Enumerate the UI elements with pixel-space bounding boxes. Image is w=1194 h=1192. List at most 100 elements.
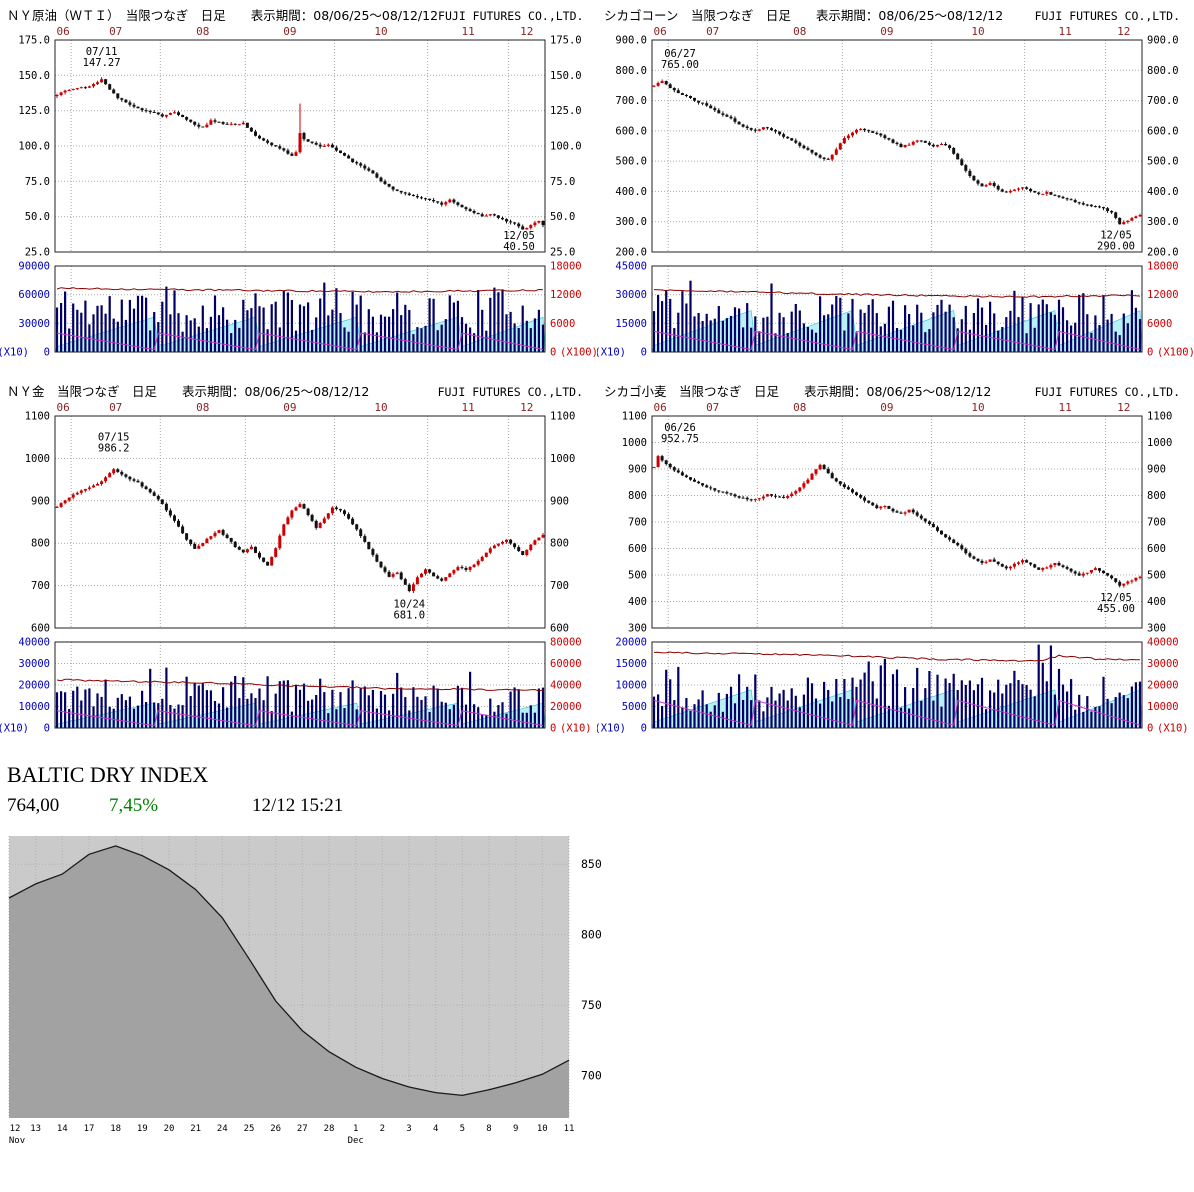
company-credit: FUJI FUTURES CO.,LTD. xyxy=(438,9,584,23)
svg-text:800: 800 xyxy=(550,538,569,550)
svg-text:952.75: 952.75 xyxy=(661,433,699,445)
svg-text:600: 600 xyxy=(1147,543,1166,555)
chart-panel-chicago-corn: シカゴコーン 当限つなぎ 日足 表示期間：08/06/25～08/12/12 F… xyxy=(597,0,1194,376)
baltic-section: BALTIC DRY INDEX 764,00 7,45% 12/12 15:21 … xyxy=(7,762,1194,1160)
candlestick-chart: 300 300 400 400 500 500 600 600 700 700 800 800 900 9… xyxy=(622,401,1173,635)
svg-text:30000: 30000 xyxy=(18,658,50,670)
svg-text:1100: 1100 xyxy=(550,411,575,423)
svg-text:(X10): (X10) xyxy=(560,723,592,735)
svg-text:12/05: 12/05 xyxy=(1100,592,1132,604)
svg-text:19: 19 xyxy=(137,1124,148,1134)
svg-text:900.0: 900.0 xyxy=(615,35,647,47)
svg-text:40.50: 40.50 xyxy=(503,241,535,253)
chart-title: シカゴ小麦 当限つなぎ 日足 表示期間：08/06/25～08/12/12 xyxy=(604,384,992,399)
svg-text:765.00: 765.00 xyxy=(661,59,699,71)
svg-text:08: 08 xyxy=(196,25,209,38)
svg-text:2: 2 xyxy=(380,1124,385,1134)
chart-title: シカゴコーン 当限つなぎ 日足 表示期間：08/06/25～08/12/12 xyxy=(604,8,1004,23)
svg-text:18000: 18000 xyxy=(550,261,582,273)
svg-text:500: 500 xyxy=(1147,570,1166,582)
chart-title: ＮＹ金 当限つなぎ 日足 表示期間：08/06/25～08/12/12 xyxy=(7,384,370,399)
svg-text:147.27: 147.27 xyxy=(83,57,121,69)
svg-text:8: 8 xyxy=(486,1124,491,1134)
svg-text:10000: 10000 xyxy=(18,701,50,713)
volume-chart: 45000 18000 30000 12000 15000 6000 0 0 (X10) (X10… xyxy=(597,261,1194,359)
svg-text:0: 0 xyxy=(641,347,647,359)
svg-text:900: 900 xyxy=(31,495,50,507)
svg-text:20000: 20000 xyxy=(1147,680,1179,692)
svg-text:10: 10 xyxy=(374,25,387,38)
company-credit: FUJI FUTURES CO.,LTD. xyxy=(1034,9,1180,23)
svg-text:40000: 40000 xyxy=(18,637,50,649)
svg-text:27: 27 xyxy=(297,1124,308,1134)
candlestick-chart: 25.0 25.0 50.0 50.0 75.0 75.0 100.0 100.0 125.0 1… xyxy=(18,25,582,259)
svg-text:1000: 1000 xyxy=(1147,437,1172,449)
svg-text:12000: 12000 xyxy=(550,289,582,301)
panel-header: シカゴコーン 当限つなぎ 日足 表示期間：08/06/25～08/12/12 F… xyxy=(597,0,1194,24)
svg-text:(X10): (X10) xyxy=(1157,723,1189,735)
svg-text:75.0: 75.0 xyxy=(25,176,50,188)
svg-text:Nov: Nov xyxy=(9,1136,25,1146)
svg-text:08: 08 xyxy=(793,25,806,38)
svg-text:0: 0 xyxy=(1147,723,1153,735)
svg-text:60000: 60000 xyxy=(18,289,50,301)
svg-text:(X10): (X10) xyxy=(0,347,29,359)
svg-text:18000: 18000 xyxy=(1147,261,1179,273)
svg-text:500: 500 xyxy=(628,570,647,582)
svg-text:100.0: 100.0 xyxy=(18,141,50,153)
chart-title: ＮＹ原油（ＷＴＩ） 当限つなぎ 日足 表示期間：08/06/25～08/12/1… xyxy=(7,8,439,23)
svg-text:1000: 1000 xyxy=(25,453,50,465)
svg-text:175.0: 175.0 xyxy=(18,35,50,47)
svg-text:3: 3 xyxy=(406,1124,411,1134)
svg-text:125.0: 125.0 xyxy=(550,105,582,117)
svg-text:700: 700 xyxy=(628,517,647,529)
svg-text:10: 10 xyxy=(537,1124,548,1134)
svg-text:12: 12 xyxy=(520,25,533,38)
svg-text:26: 26 xyxy=(270,1124,281,1134)
svg-text:1: 1 xyxy=(353,1124,358,1134)
svg-text:125.0: 125.0 xyxy=(18,105,50,117)
svg-text:20000: 20000 xyxy=(550,701,582,713)
svg-text:11: 11 xyxy=(461,401,474,414)
svg-text:750: 750 xyxy=(581,998,602,1012)
svg-text:06: 06 xyxy=(653,25,666,38)
svg-text:90000: 90000 xyxy=(18,261,50,273)
panel-header: ＮＹ原油（ＷＴＩ） 当限つなぎ 日足 表示期間：08/06/25～08/12/1… xyxy=(0,0,597,24)
company-credit: FUJI FUTURES CO.,LTD. xyxy=(1034,385,1180,399)
svg-text:400: 400 xyxy=(1147,596,1166,608)
svg-text:6000: 6000 xyxy=(1147,318,1172,330)
svg-text:12: 12 xyxy=(1117,401,1130,414)
svg-text:200.0: 200.0 xyxy=(1147,247,1179,259)
svg-text:11: 11 xyxy=(564,1124,575,1134)
svg-text:10: 10 xyxy=(971,25,984,38)
svg-text:10/24: 10/24 xyxy=(393,599,425,611)
svg-text:681.0: 681.0 xyxy=(393,610,425,622)
svg-text:28: 28 xyxy=(324,1124,335,1134)
svg-text:9: 9 xyxy=(513,1124,518,1134)
svg-text:10: 10 xyxy=(374,401,387,414)
svg-text:500.0: 500.0 xyxy=(615,156,647,168)
svg-text:600: 600 xyxy=(628,543,647,555)
candlestick-chart: 600 600 700 700 800 800 900 900 1000 1000 1100 1100… xyxy=(25,401,576,635)
svg-text:700.0: 700.0 xyxy=(615,95,647,107)
svg-text:800: 800 xyxy=(628,490,647,502)
svg-text:10: 10 xyxy=(971,401,984,414)
svg-text:06: 06 xyxy=(653,401,666,414)
svg-text:900: 900 xyxy=(1147,464,1166,476)
svg-text:0: 0 xyxy=(44,723,50,735)
svg-text:900.0: 900.0 xyxy=(1147,35,1179,47)
svg-text:800.0: 800.0 xyxy=(1147,65,1179,77)
svg-text:400.0: 400.0 xyxy=(615,186,647,198)
svg-text:40000: 40000 xyxy=(1147,637,1179,649)
svg-text:700: 700 xyxy=(31,580,50,592)
svg-text:09: 09 xyxy=(283,401,296,414)
svg-text:1100: 1100 xyxy=(1147,411,1172,423)
volume-chart: 40000 80000 30000 60000 20000 40000 10000 20000… xyxy=(0,637,592,735)
svg-text:800: 800 xyxy=(31,538,50,550)
candlestick-chart: 200.0 200.0 300.0 300.0 400.0 400.0 500.0 500.0… xyxy=(615,25,1179,259)
svg-text:60000: 60000 xyxy=(550,658,582,670)
chart-panel-ny-crude: ＮＹ原油（ＷＴＩ） 当限つなぎ 日足 表示期間：08/06/25～08/12/1… xyxy=(0,0,597,376)
svg-text:300.0: 300.0 xyxy=(1147,216,1179,228)
svg-text:45000: 45000 xyxy=(615,261,647,273)
